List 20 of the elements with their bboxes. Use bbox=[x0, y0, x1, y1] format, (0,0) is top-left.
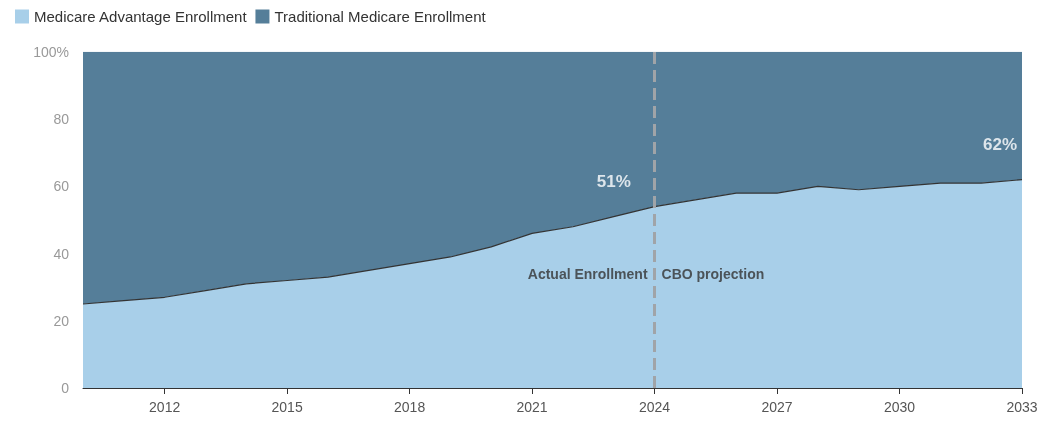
y-tick-label: 100% bbox=[33, 44, 69, 60]
x-tick-label: 2018 bbox=[394, 399, 426, 415]
y-tick-label: 60 bbox=[53, 178, 70, 195]
annotation: 51% bbox=[596, 171, 631, 191]
annotation: CBO projection bbox=[661, 265, 765, 282]
y-tick-label: 40 bbox=[53, 245, 70, 262]
x-tick-label: 2021 bbox=[516, 399, 548, 415]
y-tick-label: 80 bbox=[53, 111, 70, 128]
x-tick-label: 2015 bbox=[271, 399, 303, 415]
annotation: Actual Enrollment bbox=[527, 265, 648, 282]
x-tick-label: 2024 bbox=[638, 399, 671, 415]
y-tick-label: 20 bbox=[53, 312, 70, 329]
x-tick-label: 2030 bbox=[883, 399, 916, 415]
x-tick-label: 2012 bbox=[149, 399, 181, 415]
legend-label: Medicare Advantage Enrollment bbox=[34, 8, 248, 25]
x-tick-label: 2027 bbox=[761, 399, 793, 415]
x-tick-label: 2033 bbox=[1006, 399, 1038, 415]
y-tick-label: 0 bbox=[61, 380, 70, 396]
legend-label: Traditional Medicare Enrollment bbox=[274, 8, 487, 25]
annotation: 62% bbox=[982, 134, 1018, 154]
